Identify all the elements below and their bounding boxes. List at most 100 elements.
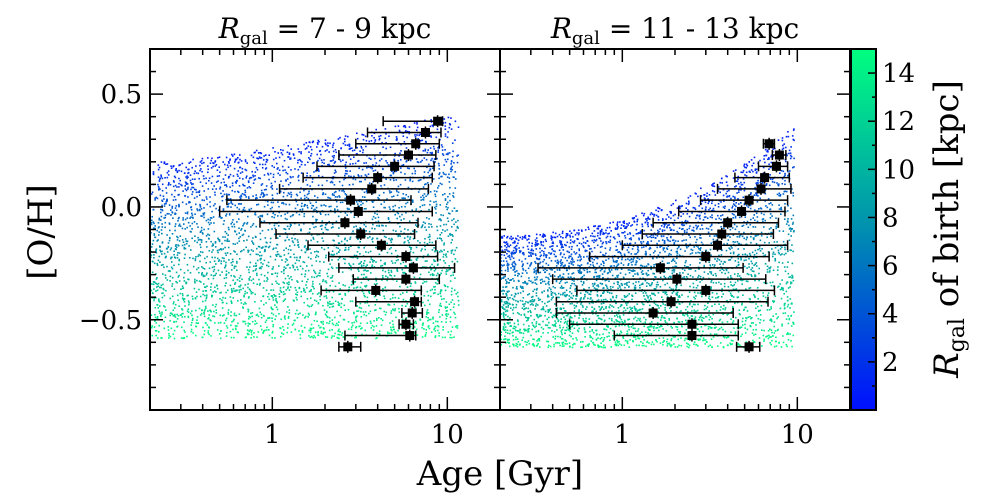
- density-point: [164, 216, 167, 219]
- density-point: [434, 195, 437, 198]
- density-point: [329, 197, 332, 200]
- density-point: [302, 261, 305, 263]
- density-point: [175, 169, 177, 172]
- density-point: [399, 225, 401, 228]
- density-point: [236, 269, 238, 272]
- density-point: [304, 148, 307, 150]
- density-point: [221, 242, 223, 245]
- density-point: [337, 259, 340, 261]
- density-point: [219, 186, 222, 188]
- density-point: [163, 205, 166, 207]
- density-point: [453, 336, 455, 338]
- density-point: [551, 297, 553, 299]
- density-point: [438, 309, 440, 311]
- density-point: [448, 173, 450, 176]
- density-point: [328, 317, 331, 319]
- density-point: [372, 261, 374, 263]
- density-point: [270, 306, 272, 309]
- density-point: [346, 214, 348, 216]
- density-point: [344, 294, 347, 296]
- density-point: [225, 198, 227, 201]
- density-point: [395, 259, 398, 262]
- density-point: [183, 272, 186, 274]
- density-point: [203, 216, 205, 219]
- density-point: [385, 311, 388, 314]
- density-point: [169, 275, 172, 278]
- density-point: [597, 232, 599, 234]
- density-point: [451, 226, 453, 228]
- density-point: [538, 323, 540, 326]
- density-point: [755, 307, 757, 310]
- density-point: [654, 303, 657, 306]
- density-point: [289, 182, 292, 184]
- data-point: [411, 139, 421, 149]
- density-point: [437, 162, 440, 165]
- density-point: [343, 191, 345, 193]
- density-point: [444, 285, 447, 288]
- density-point: [416, 123, 418, 125]
- density-point: [353, 226, 355, 228]
- density-point: [209, 289, 212, 291]
- density-point: [331, 322, 334, 325]
- density-point: [386, 162, 389, 164]
- density-point: [364, 178, 366, 181]
- density-point: [449, 268, 451, 270]
- density-point: [578, 248, 580, 250]
- density-point: [380, 158, 383, 160]
- density-point: [530, 334, 532, 337]
- density-point: [390, 260, 393, 262]
- density-point: [304, 291, 307, 293]
- density-point: [630, 326, 633, 328]
- density-point: [280, 318, 282, 321]
- density-point: [299, 337, 302, 340]
- density-point: [552, 336, 554, 338]
- density-point: [437, 149, 440, 152]
- density-point: [608, 280, 610, 282]
- density-point: [407, 235, 409, 238]
- density-point: [361, 133, 363, 136]
- density-point: [506, 235, 509, 238]
- density-point: [280, 335, 282, 338]
- density-point: [397, 212, 400, 215]
- density-point: [250, 331, 253, 334]
- density-point: [170, 327, 173, 330]
- density-point: [452, 196, 455, 198]
- density-point: [716, 260, 718, 262]
- density-point: [390, 326, 392, 329]
- density-point: [449, 212, 451, 215]
- density-point: [588, 228, 590, 230]
- density-point: [191, 178, 194, 180]
- density-point: [732, 203, 735, 205]
- density-point: [157, 222, 160, 224]
- density-point: [289, 267, 291, 269]
- density-point: [367, 237, 369, 239]
- density-point: [536, 315, 538, 317]
- density-point: [440, 175, 442, 178]
- density-point: [639, 287, 641, 289]
- density-point: [405, 160, 408, 162]
- density-point: [376, 317, 378, 320]
- density-point: [434, 330, 437, 332]
- density-point: [183, 247, 186, 250]
- density-point: [203, 330, 206, 332]
- density-point: [455, 210, 458, 212]
- density-point: [332, 176, 334, 178]
- density-point: [276, 243, 278, 246]
- density-point: [295, 200, 298, 203]
- density-point: [358, 180, 361, 183]
- density-point: [735, 169, 737, 171]
- density-point: [215, 263, 217, 265]
- density-point: [231, 289, 233, 292]
- density-point: [167, 270, 170, 272]
- density-point: [397, 191, 400, 194]
- density-point: [446, 203, 448, 206]
- density-point: [225, 317, 228, 320]
- density-point: [362, 277, 365, 279]
- density-point: [436, 283, 439, 285]
- density-point: [247, 318, 250, 320]
- density-point: [374, 157, 376, 160]
- density-point: [173, 337, 176, 340]
- density-point: [230, 261, 233, 264]
- density-point: [268, 329, 270, 331]
- density-point: [333, 155, 335, 157]
